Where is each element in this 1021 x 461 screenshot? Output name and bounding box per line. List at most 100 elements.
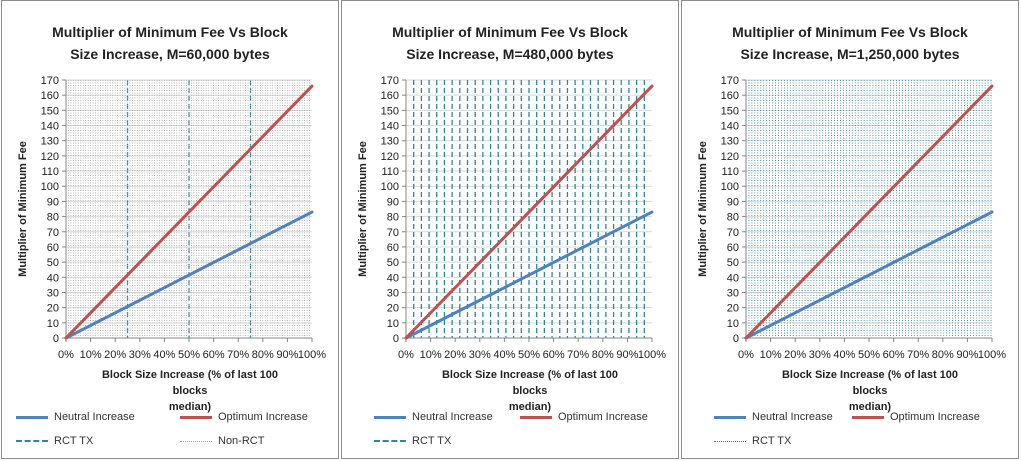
y-tick-label: 110: [721, 166, 739, 178]
x-tick-label: 40%: [153, 349, 175, 361]
legend-label: RCT TX: [54, 435, 94, 447]
legend: Neutral Increase Optimum Increase RCT TX: [682, 403, 1018, 453]
plot-area: 0 10 20 30 40 50 60 70 80 90 100 110 120 130 140 150 160…: [381, 75, 667, 361]
y-axis-label-text: Multiplier of Minimum Fee: [17, 141, 29, 277]
y-tick-label: 20: [727, 303, 739, 315]
legend-swatch-neutral: [714, 415, 746, 419]
y-tick-label: 20: [387, 303, 399, 315]
x-tick-label: 70%: [907, 349, 929, 361]
y-tick-label: 80: [387, 212, 399, 224]
y-tick-label: 80: [727, 212, 739, 224]
y-tick-label: 0: [53, 333, 59, 345]
y-tick-label: 30: [387, 287, 399, 299]
legend-item-rct: RCT TX: [714, 435, 791, 447]
x-tick-label: 60%: [543, 349, 565, 361]
legend-item-neutral: Neutral Increase: [714, 411, 833, 423]
legend-swatch-optimum: [852, 415, 884, 419]
legend-label: Neutral Increase: [752, 411, 833, 423]
y-tick-label: 60: [47, 242, 59, 254]
series-line-optimum-increase: [64, 84, 314, 340]
legend-label: Non-RCT: [218, 435, 265, 447]
y-tick-label: 10: [727, 318, 739, 330]
legend-item-rct: RCT TX: [374, 435, 451, 447]
x-tick-label: 100%: [298, 349, 326, 361]
legend-label: Optimum Increase: [218, 411, 308, 423]
y-tick-label: 70: [727, 227, 739, 239]
chart-title: Multiplier of Minimum Fee Vs Block Size …: [52, 24, 288, 62]
y-axis-label-text: Multiplier of Minimum Fee: [697, 141, 709, 277]
legend-item-optimum: Optimum Increase: [520, 411, 648, 423]
x-tick-label: 0%: [738, 349, 754, 361]
y-tick-label: 30: [47, 287, 59, 299]
y-tick-label: 50: [727, 257, 739, 269]
y-tick-label: 70: [47, 227, 59, 239]
y-tick-label: 80: [47, 212, 59, 224]
y-tick-label: 110: [381, 166, 399, 178]
x-tick-label: 60%: [883, 349, 905, 361]
y-tick-label: 160: [721, 90, 739, 102]
y-tick-label: 170: [41, 75, 59, 87]
y-tick-label: 140: [381, 121, 399, 133]
legend-label: RCT TX: [752, 435, 792, 447]
legend-label: Optimum Increase: [558, 411, 648, 423]
y-tick-label: 140: [721, 121, 739, 133]
x-tick-label: 70%: [227, 349, 249, 361]
x-tick-label: 70%: [567, 349, 589, 361]
y-tick-label: 130: [721, 136, 739, 148]
legend-label: Optimum Increase: [890, 411, 980, 423]
x-tick-label: 50%: [178, 349, 200, 361]
x-tick-label: 30%: [469, 349, 491, 361]
legend-swatch-optimum: [180, 415, 212, 419]
y-tick-label: 0: [393, 333, 399, 345]
x-tick-label: 90%: [616, 349, 638, 361]
x-tick-label: 10%: [420, 349, 442, 361]
x-tick-label: 10%: [760, 349, 782, 361]
x-tick-label: 10%: [80, 349, 102, 361]
y-tick-label: 150: [381, 105, 399, 117]
series-line-optimum-increase: [744, 84, 994, 340]
legend: Neutral Increase Optimum Increase RCT TX: [342, 403, 678, 453]
legend-label: RCT TX: [412, 435, 452, 447]
legend-item-optimum: Optimum Increase: [852, 411, 980, 423]
x-tick-label: 40%: [833, 349, 855, 361]
x-tick-label: 30%: [809, 349, 831, 361]
chart-title: Multiplier of Minimum Fee Vs Block Size …: [732, 24, 968, 62]
x-tick-label: 20%: [104, 349, 126, 361]
y-tick-label: 40: [727, 272, 739, 284]
legend-item-optimum: Optimum Increase: [180, 411, 308, 423]
y-tick-label: 160: [381, 90, 399, 102]
chart-panel-1: Multiplier of Minimum Fee Vs Block Size …: [1, 0, 339, 459]
y-tick-label: 150: [41, 105, 59, 117]
x-tick-label: 40%: [493, 349, 515, 361]
series-line-optimum-increase: [404, 84, 654, 340]
legend-item-rct: RCT TX: [16, 435, 93, 447]
y-tick-label: 40: [47, 272, 59, 284]
y-tick-label: 100: [41, 181, 59, 193]
legend-item-neutral: Neutral Increase: [374, 411, 493, 423]
x-tick-label: 60%: [203, 349, 225, 361]
x-tick-label: 90%: [956, 349, 978, 361]
legend-label: Neutral Increase: [412, 411, 493, 423]
legend-swatch-rct: [714, 440, 746, 442]
x-tick-label: 0%: [398, 349, 414, 361]
x-axis-label: Block Size Increase (% of last 100 block…: [441, 369, 619, 413]
y-tick-label: 120: [721, 151, 739, 163]
series-line-neutral-increase: [404, 210, 654, 340]
legend-label: Neutral Increase: [54, 411, 135, 423]
y-tick-label: 90: [387, 196, 399, 208]
x-tick-label: 50%: [858, 349, 880, 361]
y-tick-label: 150: [721, 105, 739, 117]
y-tick-label: 130: [41, 136, 59, 148]
x-tick-label: 80%: [592, 349, 614, 361]
legend-swatch-optimum: [520, 415, 552, 419]
series-line-neutral-increase: [744, 210, 994, 340]
chart-panel-2: Multiplier of Minimum Fee Vs Block Size …: [341, 0, 679, 459]
legend-item-nonrct: Non-RCT: [180, 435, 264, 447]
y-tick-label: 0: [733, 333, 739, 345]
x-tick-label: 80%: [252, 349, 274, 361]
x-tick-label: 80%: [932, 349, 954, 361]
y-axis-label-text: Multiplier of Minimum Fee: [357, 141, 369, 277]
y-tick-label: 170: [721, 75, 739, 87]
y-tick-label: 100: [381, 181, 399, 193]
x-tick-label: 90%: [276, 349, 298, 361]
